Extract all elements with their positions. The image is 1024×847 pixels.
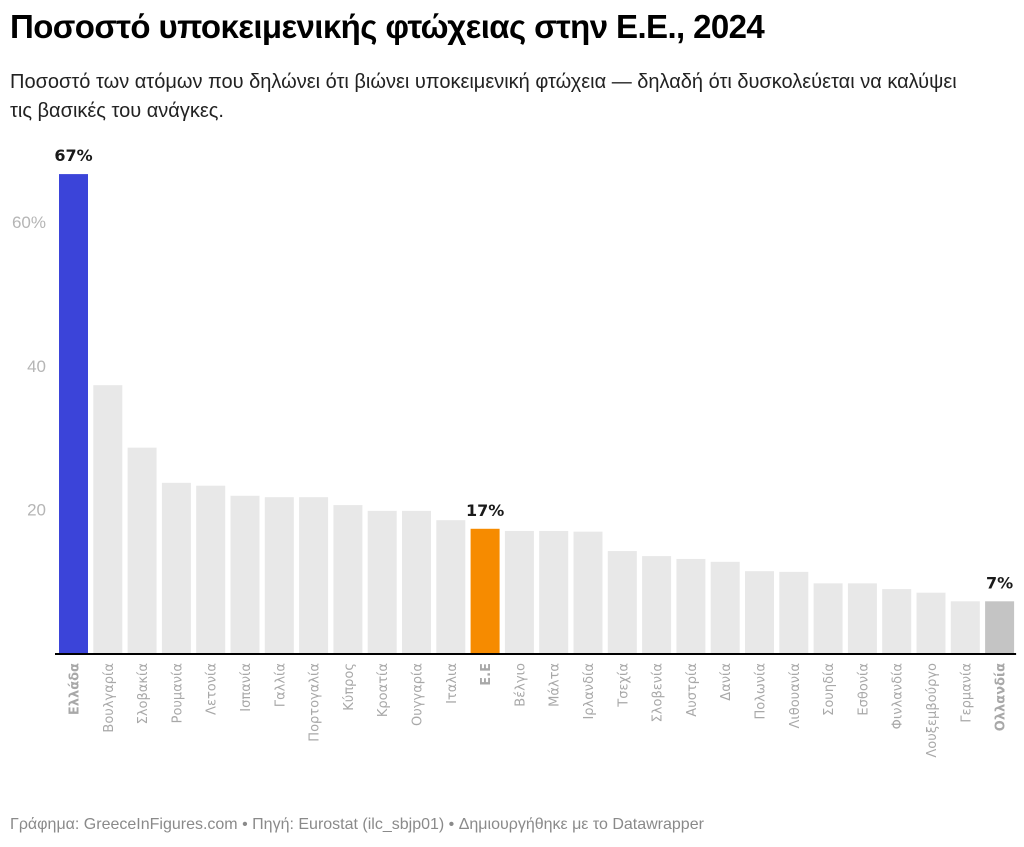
bar-16 — [573, 531, 603, 653]
x-tick-label: Σλοβενία — [651, 663, 666, 722]
value-labels: 67% 17% 7% — [54, 146, 1013, 592]
bar-3 — [127, 447, 157, 653]
bar-15 — [539, 530, 569, 653]
bar-22 — [779, 571, 809, 653]
bar-11 — [402, 510, 431, 653]
bar-27 — [950, 601, 980, 653]
bar-19 — [676, 558, 706, 653]
x-tick-label: Κροατία — [376, 663, 391, 717]
chart-subtitle: Ποσοστό των ατόμων που δηλώνει ότι βιώνε… — [10, 71, 957, 122]
bar-2 — [93, 385, 123, 653]
bar-14 — [504, 530, 534, 653]
bar-23 — [813, 583, 843, 653]
value-label: 67% — [54, 146, 92, 165]
chart-title: Ποσοστό υποκειμενικής φτώχειας στην Ε.Ε.… — [10, 8, 765, 45]
bar-8 — [299, 497, 329, 653]
bar-7 — [264, 497, 294, 653]
bar-18 — [642, 556, 672, 653]
bar-10 — [367, 510, 397, 653]
x-tick-label: Λετονία — [205, 663, 220, 715]
x-tick-label: Ισπανία — [239, 663, 254, 712]
x-tick-label: Γερμανία — [959, 663, 974, 723]
x-tick-label: Πολωνία — [754, 663, 769, 720]
x-tick-label: Γαλλία — [273, 663, 288, 707]
y-tick-label: 60% — [12, 213, 46, 232]
bar-20 — [710, 561, 740, 653]
x-tick-label: Ουγγαρία — [411, 663, 426, 726]
x-tick-label: Ελλάδα — [68, 663, 83, 715]
bar-21 — [745, 571, 774, 653]
bar-4 — [161, 482, 191, 653]
x-axis-labels: Ελλάδα Βουλγαρία Σλοβακία Ρουμανία Λετονία Ισ… — [68, 663, 1009, 758]
x-tick-label: Λουξεμβούργο — [925, 663, 940, 758]
x-tick-label: Δανία — [719, 663, 734, 701]
x-tick-label: Βέλγιο — [513, 663, 528, 707]
x-tick-label: Βουλγαρία — [102, 663, 117, 733]
x-tick-label: Σουηδία — [822, 663, 837, 716]
x-tick-label: Μάλτα — [548, 663, 563, 707]
bar-chart: 20 40 60% 67% 17% 7% Ελλάδα Βουλγαρία Σλοβακία… — [12, 146, 1017, 758]
x-tick-label: Ε.Ε — [479, 663, 494, 686]
y-tick-label: 40 — [27, 357, 46, 376]
bar-25 — [882, 589, 912, 653]
x-tick-label: Ρουμανία — [170, 663, 185, 723]
bar-5 — [196, 485, 226, 653]
bar-28 — [985, 601, 1015, 653]
x-tick-label: Λιθουανία — [788, 663, 803, 729]
y-tick-label: 20 — [27, 500, 46, 519]
x-tick-label: Πορτογαλία — [308, 663, 323, 742]
bar-12 — [436, 520, 466, 653]
y-axis: 20 40 60% — [12, 213, 46, 519]
x-tick-label: Σλοβακία — [136, 663, 151, 724]
x-tick-label: Ιρλανδία — [582, 663, 597, 720]
bar-13 — [470, 528, 500, 653]
bar-26 — [916, 592, 946, 653]
x-tick-label: Ιταλια — [445, 663, 460, 704]
x-tick-label: Φινλανδία — [891, 663, 906, 729]
bar-6 — [230, 495, 260, 653]
bar-1 — [59, 174, 88, 653]
value-label: 17% — [466, 501, 504, 520]
value-label: 7% — [986, 573, 1013, 592]
x-tick-label: Ολλανδία — [994, 663, 1009, 731]
bar-24 — [847, 583, 877, 653]
x-tick-label: Εσθονία — [856, 663, 871, 716]
x-tick-label: Τσεχία — [616, 663, 631, 708]
x-tick-label: Κύπρος — [342, 663, 357, 711]
bar-17 — [607, 551, 637, 653]
chart-footer-credits: Γράφημα: GreeceInFigures.com • Πηγή: Eur… — [10, 816, 704, 833]
x-tick-label: Αυστρία — [685, 663, 700, 717]
bar-9 — [333, 505, 363, 653]
bars — [59, 174, 1015, 653]
